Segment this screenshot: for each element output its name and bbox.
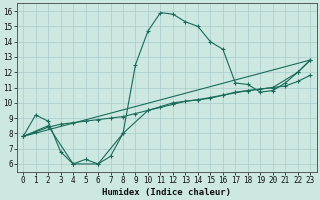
X-axis label: Humidex (Indice chaleur): Humidex (Indice chaleur) [102,188,231,197]
